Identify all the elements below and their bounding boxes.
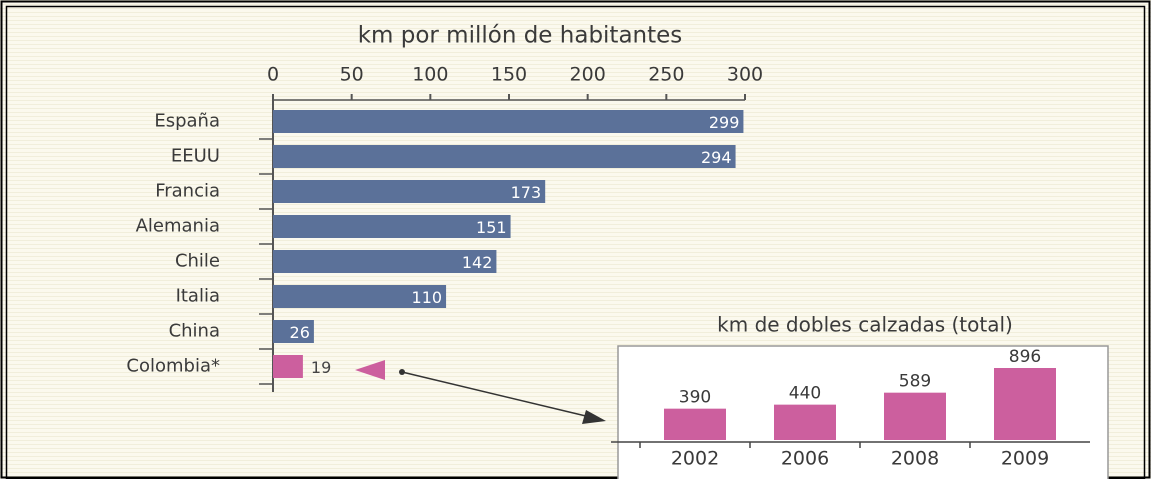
y-tick-label: Chile [175, 251, 220, 272]
value-label: 299 [709, 113, 740, 132]
bar [273, 145, 736, 168]
value-label: 110 [412, 288, 443, 307]
x-tick-label: 2002 [671, 448, 719, 470]
y-tick-label: Colombia* [126, 356, 220, 377]
x-tick-label: 100 [412, 64, 448, 86]
value-label: 173 [511, 183, 542, 202]
chart-title: km de dobles calzadas (total) [717, 313, 1013, 337]
bar [273, 320, 314, 343]
pointer-line [401, 371, 591, 418]
y-tick-label: EEUU [171, 146, 220, 167]
bar [273, 355, 303, 378]
bar [774, 404, 836, 440]
value-label: 151 [476, 218, 507, 237]
y-tick-label: Francia [155, 181, 220, 202]
x-tick-label: 2009 [1001, 448, 1049, 470]
value-label: 142 [462, 253, 493, 272]
x-tick-label: 0 [267, 64, 279, 86]
bar [273, 285, 447, 308]
x-tick-label: 200 [570, 64, 606, 86]
value-label: 440 [789, 384, 821, 404]
value-label: 19 [311, 358, 331, 377]
value-label: 896 [1009, 347, 1041, 367]
value-label: 390 [679, 388, 711, 408]
x-tick-label: 2008 [891, 448, 939, 470]
x-tick-label: 2006 [781, 448, 829, 470]
bar [273, 110, 744, 133]
y-tick-label: China [169, 321, 220, 342]
x-tick-label: 250 [648, 64, 684, 86]
bar [273, 180, 546, 203]
bar [994, 368, 1056, 440]
pointer [355, 360, 385, 380]
bar [884, 392, 946, 440]
bar [664, 408, 726, 440]
bar [273, 250, 497, 273]
value-label: 26 [290, 323, 310, 342]
value-label: 589 [899, 372, 931, 392]
pointer-head [582, 410, 606, 424]
chart-title: km por millón de habitantes [358, 23, 683, 49]
x-tick-label: 150 [491, 64, 527, 86]
y-tick-label: España [154, 111, 220, 132]
bar [273, 215, 511, 238]
y-tick-label: Italia [176, 286, 220, 307]
x-tick-label: 50 [340, 64, 364, 86]
x-tick-label: 300 [727, 64, 763, 86]
value-label: 294 [701, 148, 732, 167]
y-tick-label: Alemania [136, 216, 220, 237]
